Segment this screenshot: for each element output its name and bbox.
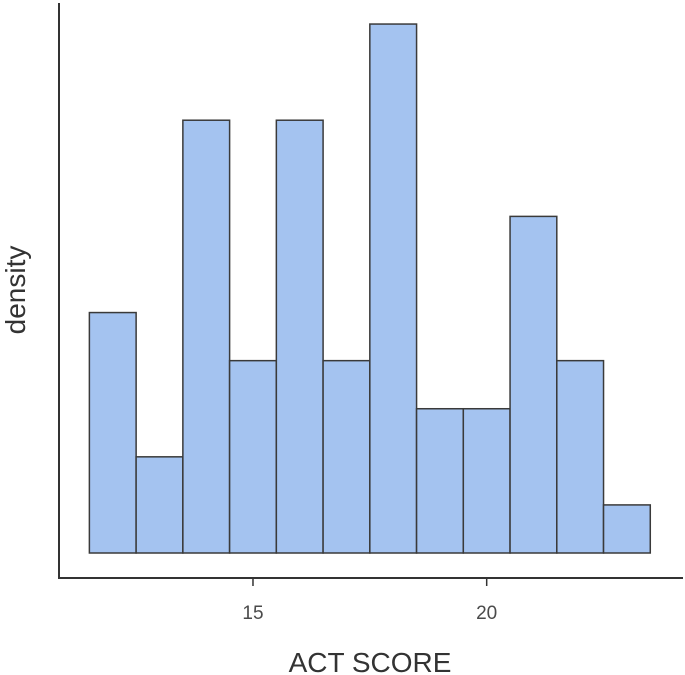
histogram-bar-7 — [369, 23, 418, 554]
histogram-bar-8 — [415, 407, 465, 554]
histogram-bar-2 — [135, 456, 184, 554]
x-axis-ticks: 15 20 — [242, 579, 497, 624]
histogram-bar-12 — [602, 504, 652, 554]
histogram-bar-3 — [182, 119, 231, 554]
x-tick-label-20: 20 — [476, 603, 497, 624]
histogram-bar-5 — [275, 119, 324, 554]
histogram-bar-11 — [556, 359, 605, 554]
histogram-bar-4 — [228, 359, 278, 554]
x-axis-title: ACT SCORE — [289, 647, 452, 675]
histogram-bar-1 — [88, 311, 137, 554]
histogram-bar-6 — [322, 359, 371, 554]
x-tick-label-15: 15 — [242, 603, 263, 624]
histogram-bar-9 — [462, 407, 511, 554]
histogram-bars — [88, 23, 652, 554]
histogram-bar-10 — [509, 215, 558, 554]
y-axis-title: density — [0, 246, 31, 335]
